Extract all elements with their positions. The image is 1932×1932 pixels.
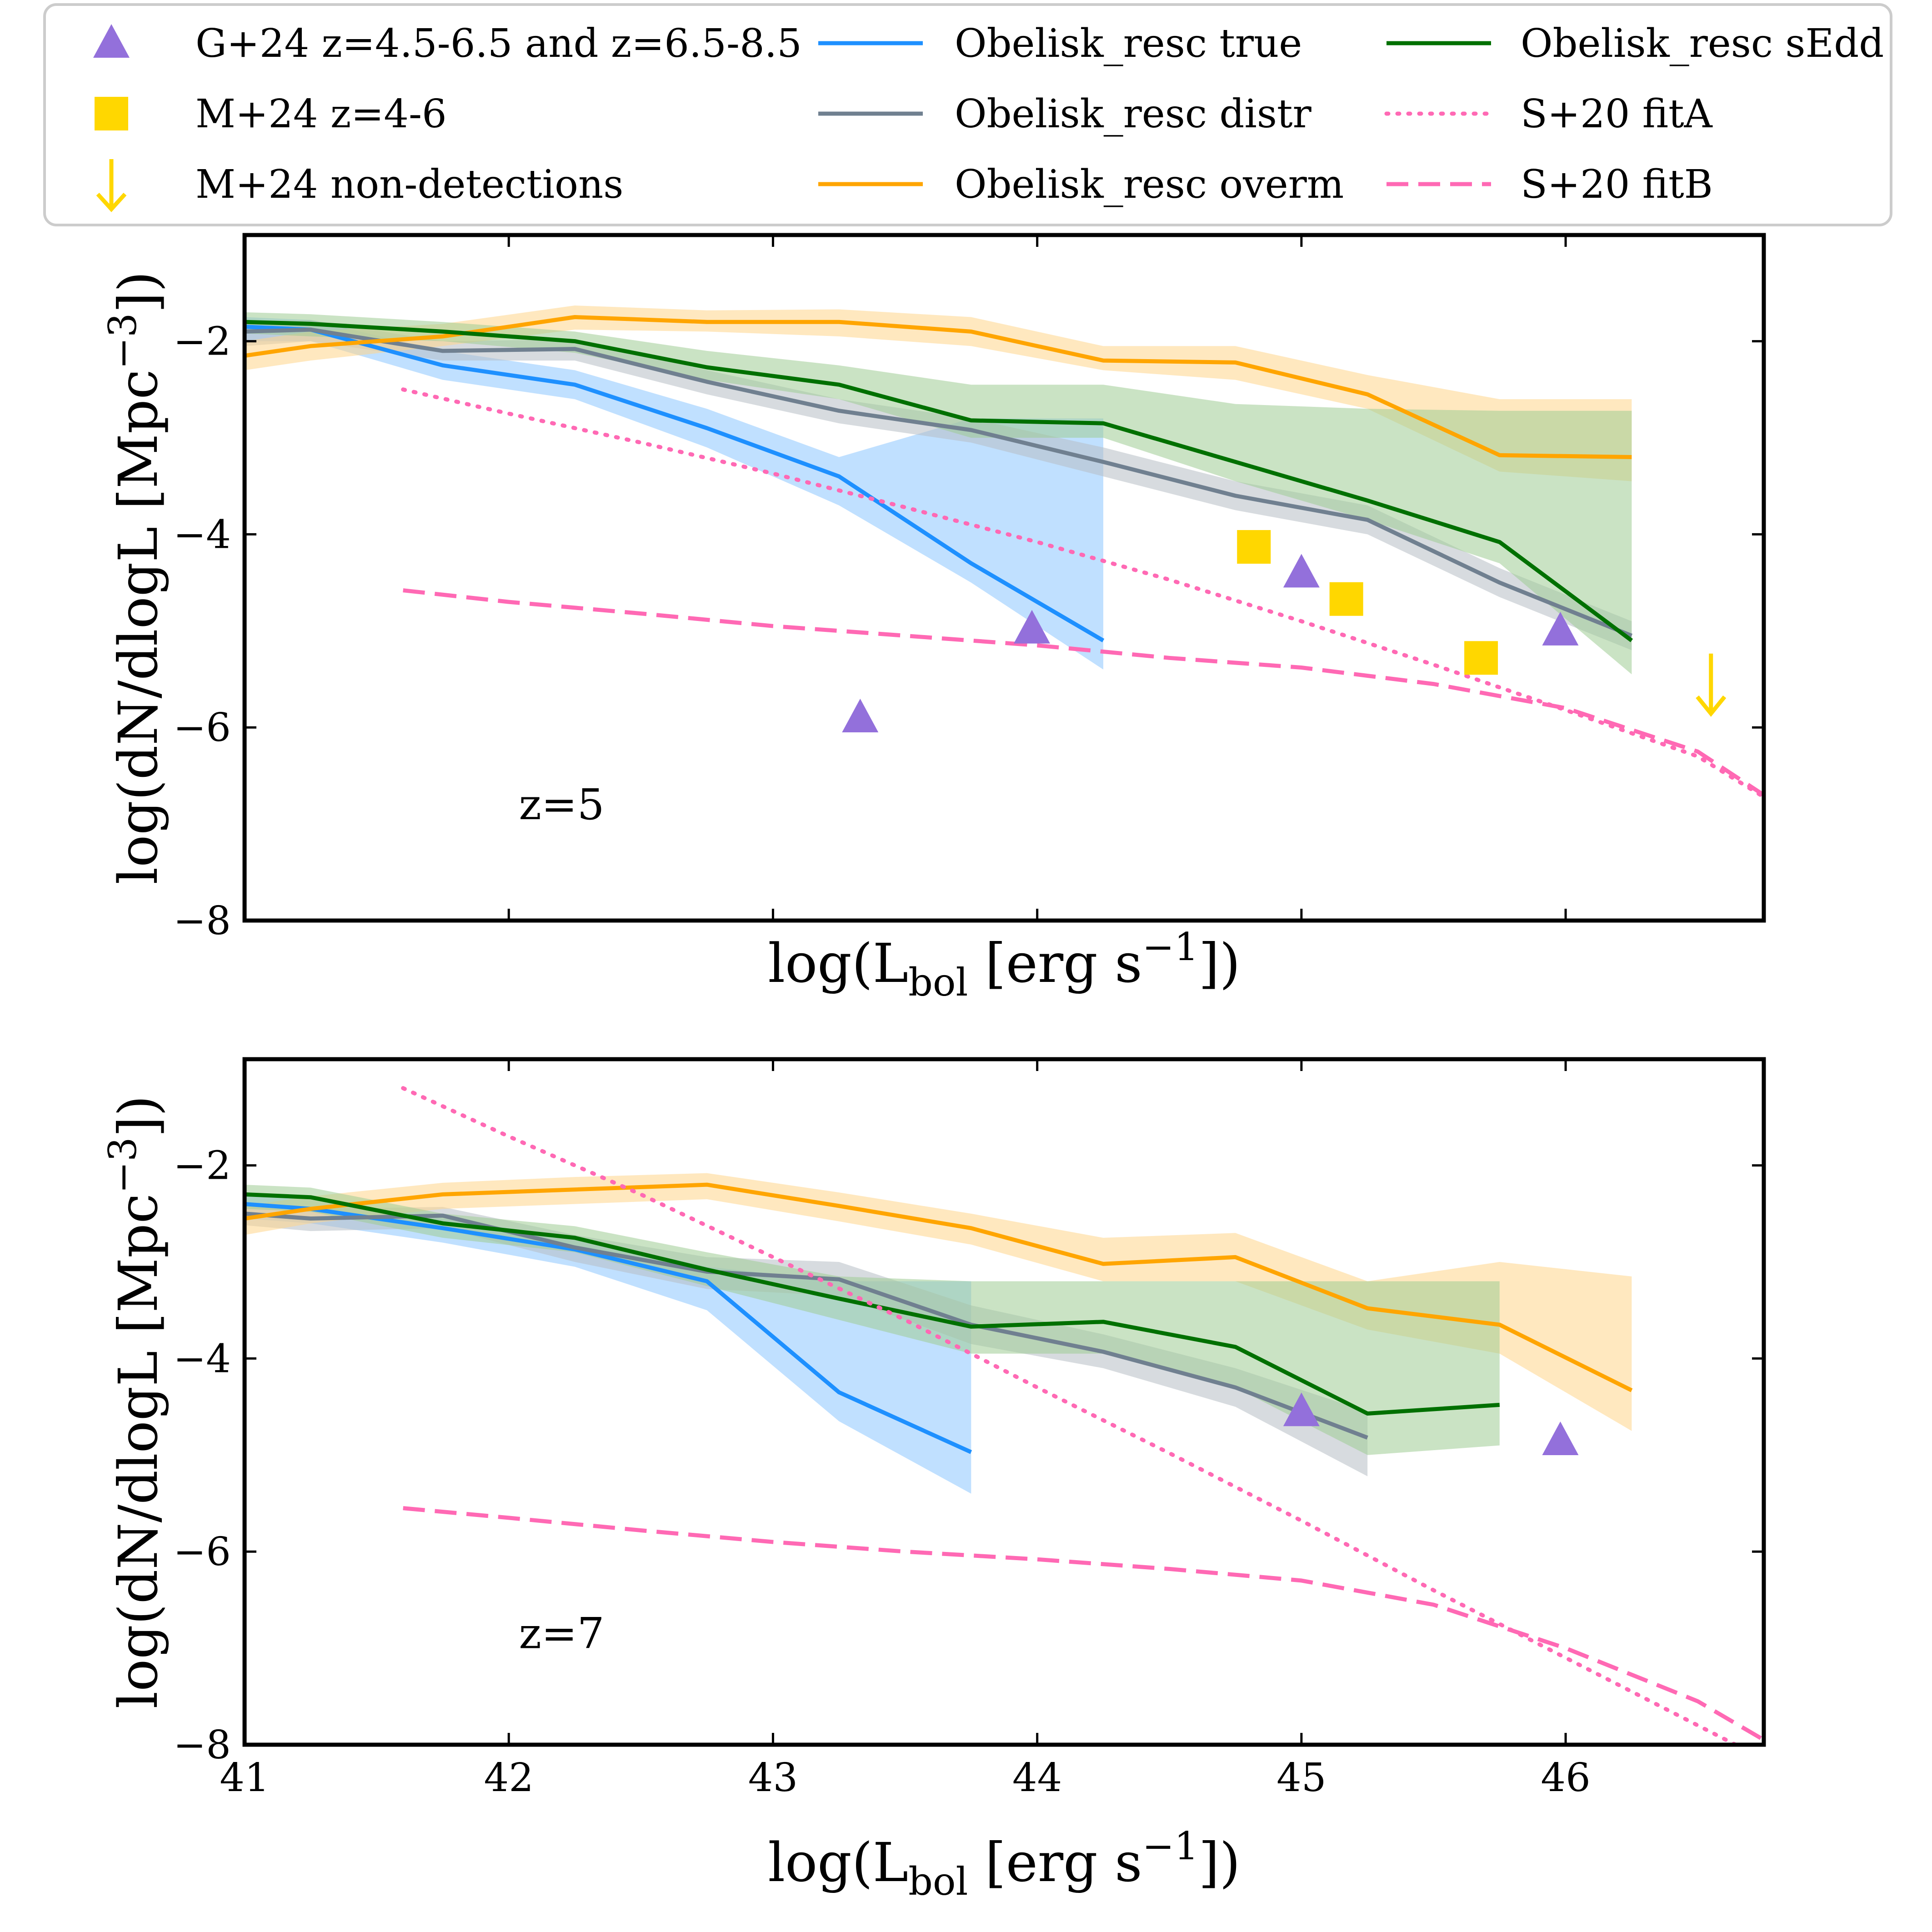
- marker-m24-square: [1464, 641, 1498, 675]
- marker-g24-triangle: [842, 698, 879, 732]
- line-s-20-fita: [401, 1086, 1740, 1745]
- x-axis-title: log(Lbol [erg s−1]): [768, 925, 1240, 1005]
- y-tick-label: −4: [173, 512, 231, 557]
- marker-g24-triangle: [1014, 610, 1051, 644]
- band-obelisk-resc-sedd: [245, 1185, 1500, 1455]
- y-tick-label: −2: [173, 319, 231, 365]
- legend-label-m-24-z-4-6: M+24 z=4-6: [195, 91, 447, 137]
- legend-label-s-20-fitb: S+20 fitB: [1521, 162, 1713, 207]
- y-tick-label: −8: [173, 1722, 231, 1768]
- panel-z5: −8 −6 −4 −2 z=5 log(dN/dlogL [Mpc−3]) log(Lbol…: [100, 233, 1766, 1005]
- legend-marker-triangle: [93, 24, 130, 58]
- legend-label-obelisk-resc-distr: Obelisk_resc distr: [955, 91, 1312, 137]
- legend-label-s-20-fita: S+20 fitA: [1521, 91, 1713, 137]
- line-obelisk-resc-distr: [245, 327, 1633, 638]
- marker-g24-triangle: [1283, 554, 1320, 588]
- marker-m24-square: [1237, 530, 1271, 564]
- marker-g24-triangle: [1283, 1392, 1320, 1426]
- line-obelisk-resc-sedd: [245, 320, 1633, 642]
- panel-label: z=5: [519, 780, 604, 830]
- line-s-20-fitb: [403, 588, 1764, 797]
- y-tick-label: −2: [173, 1143, 231, 1189]
- legend-label-m-24-non-detections: M+24 non-detections: [195, 162, 623, 207]
- band-obelisk-resc-sedd: [245, 312, 1632, 675]
- line-s-20-fitb: [403, 1506, 1764, 1742]
- line-obelisk-resc-overm: [245, 1182, 1633, 1392]
- line-obelisk-resc-overm: [245, 315, 1632, 459]
- x-tick-label: 44: [1012, 1755, 1062, 1801]
- band-obelisk-resc-true: [245, 317, 1103, 670]
- legend-marker-arrow-head: [96, 192, 127, 212]
- legend-marker-square: [95, 97, 128, 130]
- plot-area: [245, 1086, 1764, 1745]
- panel-label: z=7: [519, 1609, 604, 1659]
- line-obelisk-resc-sedd: [245, 1192, 1500, 1416]
- y-tick-label: −6: [173, 705, 231, 751]
- legend-items: G+24 z=4.5-6.5 and z=6.5-8.5 M+24 z=4-6 M+…: [93, 21, 1884, 212]
- y-tick-label: −4: [173, 1336, 231, 1381]
- marker-m24-square: [1329, 582, 1363, 616]
- line-obelisk-resc-true: [245, 325, 1105, 642]
- marker-g24-triangle: [1542, 611, 1579, 646]
- x-tick-label: 43: [748, 1755, 798, 1801]
- x-tick-label: 46: [1541, 1755, 1590, 1801]
- marker-g24-triangle: [1542, 1421, 1579, 1455]
- axes-frame: [242, 1057, 1766, 1747]
- legend-label-g-24-z-4-5-6-5-and-z-6-5-8-5: G+24 z=4.5-6.5 and z=6.5-8.5: [195, 21, 802, 66]
- axes-frame: [242, 233, 1766, 923]
- line-obelisk-resc-distr: [245, 1211, 1368, 1440]
- y-axis-title: log(dN/dlogL [Mpc−3]): [100, 271, 170, 884]
- panel-z7: 41 42 43 44 45 46 −8 −6 −4 −2 z=7 log(dN/dlogL [Mpc…: [100, 1057, 1766, 1904]
- y-axis-title: log(dN/dlogL [Mpc−3]): [100, 1095, 170, 1708]
- legend-label-obelisk-resc-overm: Obelisk_resc overm: [955, 162, 1344, 207]
- legend: G+24 z=4.5-6.5 and z=6.5-8.5 M+24 z=4-6 M+…: [43, 3, 1892, 226]
- x-tick-label: 41: [220, 1755, 269, 1801]
- x-tick-label: 42: [484, 1755, 533, 1801]
- legend-frame: [43, 3, 1892, 226]
- x-tick-label: 45: [1276, 1755, 1326, 1801]
- marker-m24-upper-limit-arrow: [1696, 653, 1727, 717]
- x-axis-title: log(Lbol [erg s−1]): [768, 1824, 1240, 1904]
- y-tick-label: −8: [173, 898, 231, 944]
- legend-label-obelisk-resc-sedd: Obelisk_resc sEdd: [1521, 21, 1884, 66]
- plot-area: [245, 305, 1764, 799]
- y-tick-label: −6: [173, 1529, 231, 1575]
- line-s-20-fita: [401, 387, 1764, 799]
- legend-label-obelisk-resc-true: Obelisk_resc true: [955, 21, 1302, 66]
